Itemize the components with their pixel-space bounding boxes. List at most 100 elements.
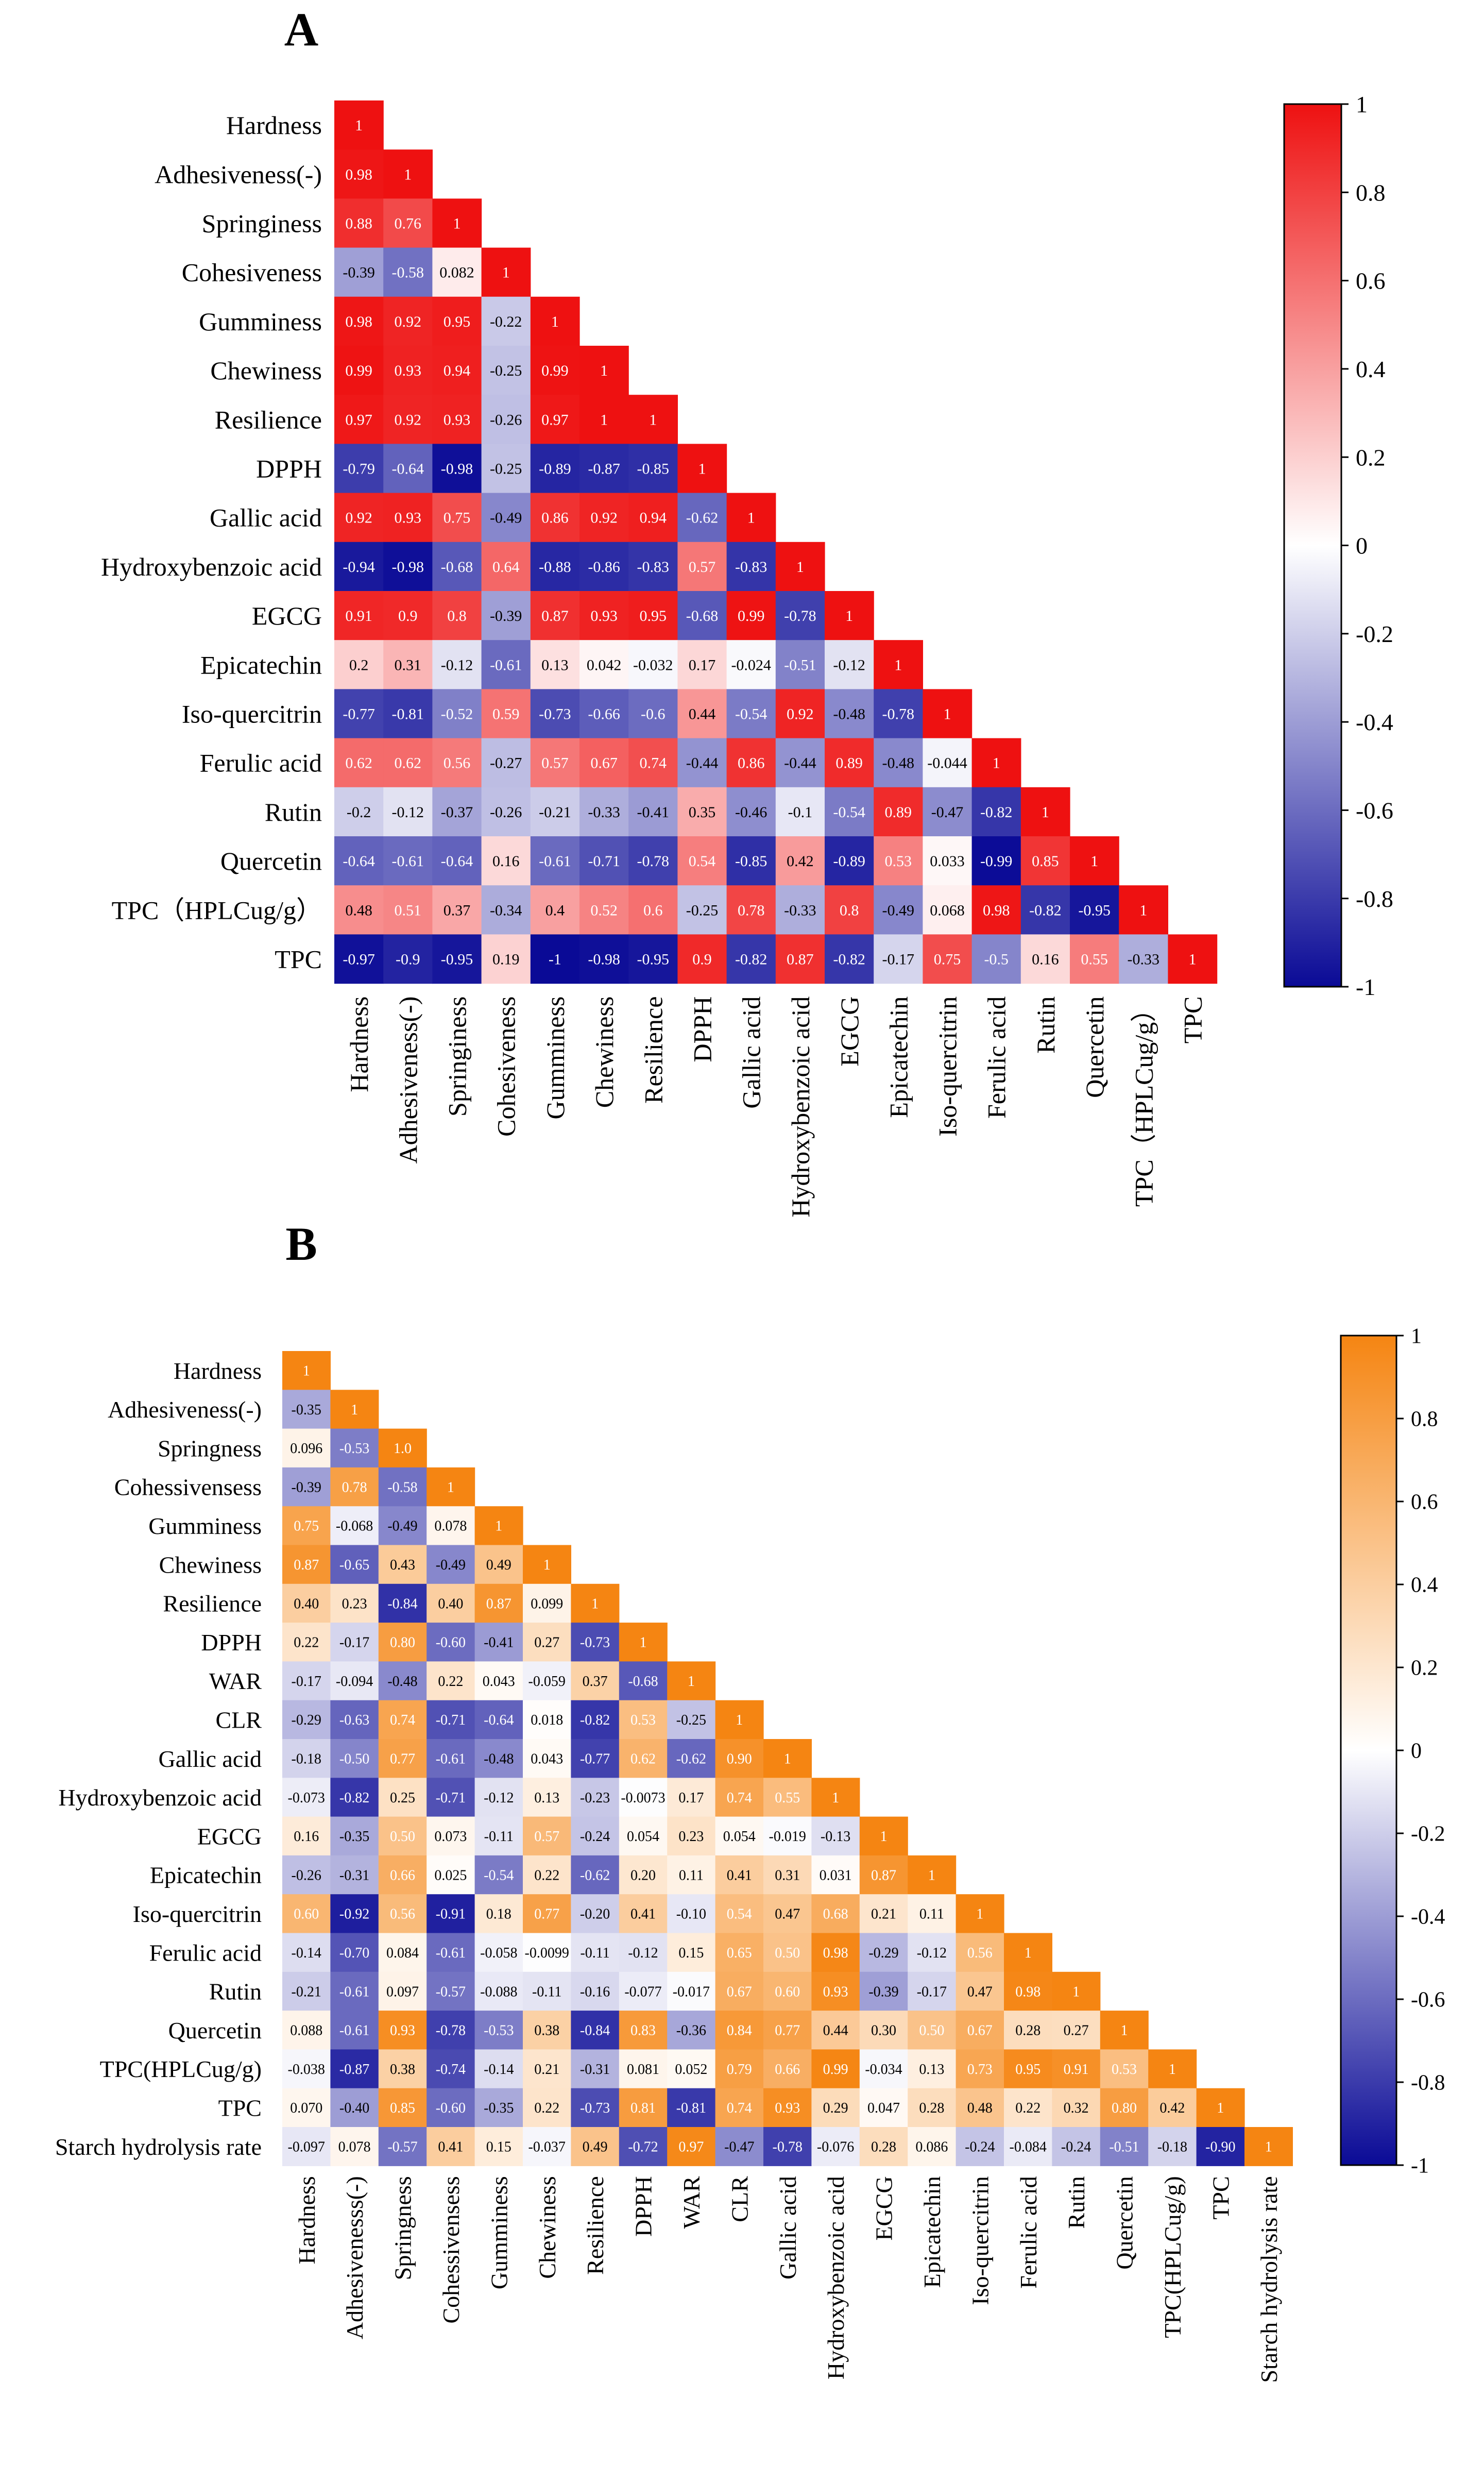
- panel-b-x-label: DPPH: [630, 2176, 657, 2237]
- panel-b-cell-value: 0.41: [438, 2139, 463, 2155]
- panel-b-cell: [1244, 2127, 1293, 2166]
- panel-b-cell-value: 1: [1217, 2100, 1224, 2116]
- panel-b-cell: [427, 1971, 475, 2011]
- panel-b-cell-value: 0.078: [434, 1518, 467, 1534]
- panel-a-y-label: Chewiness: [210, 356, 322, 385]
- panel-b-cell: [1052, 2088, 1101, 2128]
- panel-b-cell-value: -0.62: [580, 1867, 610, 1883]
- panel-a-cell-value: -0.58: [392, 264, 424, 281]
- panel-b-cell: [330, 2127, 379, 2166]
- panel-a-cell-value: 0.19: [492, 951, 520, 968]
- panel-a-cell-value: -0.98: [588, 951, 620, 968]
- panel-a-cell: [530, 346, 580, 395]
- panel-b-cell-value: 1: [784, 1751, 791, 1767]
- panel-b-cell: [619, 1855, 668, 1895]
- panel-a-cell: [334, 444, 384, 494]
- panel-a-cell-value: -0.88: [539, 559, 571, 576]
- panel-a-cell-value: 0.78: [738, 902, 765, 919]
- panel-b-cell-value: 0.49: [583, 2139, 608, 2155]
- panel-a-cell: [825, 934, 874, 984]
- panel-a-cell: [481, 689, 531, 739]
- panel-b-cell: [330, 1778, 379, 1817]
- panel-a-cell-value: -0.6: [641, 706, 666, 723]
- panel-a-cell-value: -0.33: [588, 804, 620, 821]
- panel-b-cell-value: -0.39: [292, 1479, 321, 1495]
- panel-b-cell-value: -0.62: [676, 1751, 706, 1767]
- panel-a-cell-value: -0.49: [490, 510, 522, 527]
- panel-b-cell-value: -0.84: [387, 1596, 417, 1612]
- panel-b-cell-value: 0.99: [823, 2062, 848, 2078]
- panel-a-cell: [481, 247, 531, 297]
- panel-b-cell: [282, 2049, 331, 2089]
- panel-a-cell: [1119, 934, 1168, 984]
- panel-a-cell: [432, 346, 482, 395]
- panel-a-cell-value: 0.57: [689, 559, 716, 576]
- panel-a-cell-value: -0.17: [882, 951, 915, 968]
- panel-b-cell: [1004, 2011, 1052, 2050]
- panel-a-cell: [334, 885, 384, 935]
- panel-b-cell: [619, 2088, 668, 2128]
- panel-b-cell: [330, 2011, 379, 2050]
- panel-a-cell-value: 1: [1189, 951, 1197, 968]
- panel-b-cell: [1148, 2127, 1197, 2166]
- panel-a-cell-value: 1: [502, 264, 510, 281]
- panel-a-cell-value: 1: [355, 117, 363, 134]
- panel-a-y-label: Iso-quercitrin: [182, 700, 322, 729]
- panel-b-cell: [282, 1816, 331, 1856]
- panel-b-y-label: Hydroxybenzoic acid: [58, 1784, 262, 1811]
- panel-b-cell-value: 1: [688, 1674, 695, 1690]
- panel-b-cell-value: 0.20: [630, 1867, 656, 1883]
- panel-b-cell-value: 0.53: [630, 1712, 656, 1728]
- panel-b-x-label: Epicatechin: [919, 2176, 945, 2288]
- panel-b-cell: [619, 1933, 668, 1972]
- panel-b-cell: [811, 1933, 860, 1972]
- panel-a-x-label: Resilience: [639, 997, 668, 1104]
- panel-b-cell-value: 0.74: [727, 2100, 752, 2116]
- panel-b-cell: [1004, 1971, 1052, 2011]
- panel-a-cell-value: 0.16: [1032, 951, 1059, 968]
- panel-a-cell-value: 0.16: [492, 853, 520, 870]
- panel-a-cell-value: 0.8: [447, 607, 467, 625]
- panel-b-cell: [667, 1933, 716, 1972]
- panel-a-cell: [432, 247, 482, 297]
- panel-b-cell: [330, 1739, 379, 1778]
- panel-b-cell: [667, 1778, 716, 1817]
- panel-a-cell: [874, 738, 923, 788]
- panel-b-cell-value: 0.75: [294, 1518, 319, 1534]
- panel-b-cell: [523, 2088, 571, 2128]
- panel-a-cell: [726, 640, 776, 689]
- panel-a-cell-value: -0.48: [833, 706, 865, 723]
- panel-b-cell-value: -0.82: [339, 1790, 369, 1806]
- panel-a-y-label: TPC（HPLCug/g）: [112, 896, 322, 924]
- panel-a-cell: [874, 836, 923, 886]
- panel-b-cell: [763, 1816, 812, 1856]
- panel-a-cell-value: -0.85: [637, 461, 670, 478]
- panel-b-cell-value: -0.11: [484, 1829, 514, 1845]
- panel-b-cell: [427, 1894, 475, 1934]
- panel-b-cell-value: 0.47: [775, 1906, 800, 1922]
- panel-b-cell-value: -0.077: [624, 1984, 661, 2000]
- panel-b-cell-value: 0.22: [534, 2100, 559, 2116]
- panel-a-cell-value: -0.95: [441, 951, 473, 968]
- panel-b-cell: [619, 2049, 668, 2089]
- panel-b-cell: [619, 1739, 668, 1778]
- panel-a-colorbar-tick-label: 0.4: [1356, 356, 1386, 382]
- panel-a-cell-value: -0.51: [784, 656, 816, 673]
- panel-a-cell-value: 0.53: [885, 853, 912, 870]
- panel-a-cell-value: 0.94: [444, 362, 471, 379]
- panel-b-cell: [571, 1855, 620, 1895]
- panel-b-cell-value: 1: [543, 1557, 551, 1573]
- panel-a-cell-value: -0.61: [539, 853, 571, 870]
- panel-a-cell: [334, 640, 384, 689]
- panel-b-cell: [378, 1623, 427, 1662]
- panel-b-cell-value: 0.13: [919, 2062, 944, 2078]
- panel-a-cell: [383, 395, 433, 444]
- panel-b-cell: [378, 2011, 427, 2050]
- panel-b-cell-value: 0.47: [967, 1984, 993, 2000]
- panel-b-cell: [330, 1545, 379, 1584]
- panel-a-cell: [775, 934, 825, 984]
- panel-b-cell: [1100, 2049, 1149, 2089]
- panel-b-cell: [330, 1467, 379, 1507]
- panel-b-x-label: Iso-quercitrin: [967, 2176, 993, 2305]
